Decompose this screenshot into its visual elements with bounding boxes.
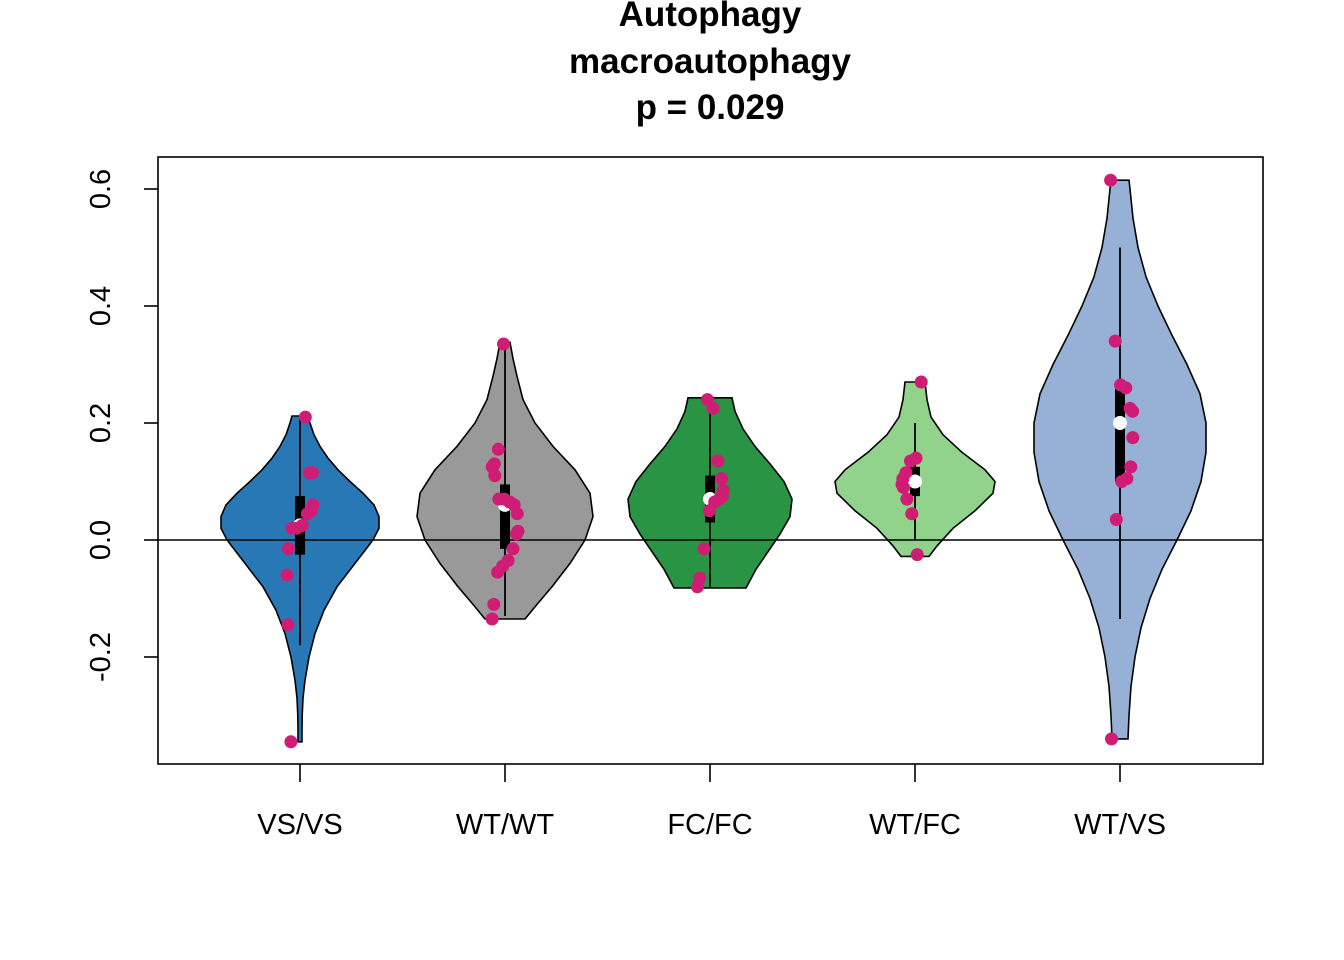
data-point [510,527,523,541]
data-point [910,548,924,562]
data-point [715,472,728,486]
data-point [506,542,520,556]
data-point [914,375,928,389]
data-point [1108,334,1122,348]
data-point [298,410,312,424]
x-tick-label: WT/WT [456,809,555,841]
median-marker [1113,416,1127,430]
data-point [690,580,704,594]
data-point [305,466,319,480]
data-point [1126,431,1140,445]
data-point [1119,381,1133,395]
data-point [285,521,299,535]
data-point [487,597,501,611]
x-tick-label: VS/VS [257,809,342,841]
data-point [282,542,295,556]
data-point [491,565,505,579]
iqr-box [500,484,510,549]
chart-subtitle-line: macroautophagy [569,42,852,81]
data-point [280,568,294,582]
chart-title: Autophagy macroautophagy p = 0.029 [569,0,852,127]
data-point [706,401,720,415]
data-point [904,454,917,468]
y-tick-label: 0.4 [85,286,117,326]
iqr-box [1115,384,1125,482]
data-point [1104,173,1118,187]
data-point [510,507,524,521]
data-point [281,618,295,632]
y-tick-label: -0.2 [85,632,117,682]
data-point [1115,475,1129,488]
x-tick-label: WT/VS [1074,809,1166,841]
axes-layer: -0.2 0.0 0.2 0.4 0.6 VS/VS WT/WT FC/FC WT/FC WT/V… [85,156,1264,841]
data-point [1105,732,1118,746]
chart-title-line: Autophagy [619,0,802,34]
data-point [711,454,725,468]
data-point [905,507,919,521]
data-point [491,442,505,456]
data-point [300,507,314,521]
y-tick-label: 0.2 [85,403,117,443]
data-point [1124,460,1138,474]
points-layer [280,173,1140,749]
data-point [485,612,499,626]
data-point [1109,513,1123,526]
y-tick-label: 0.6 [85,169,117,209]
data-point [900,492,914,506]
y-tick-label: 0.0 [85,520,117,560]
data-point [497,337,510,351]
data-point [1126,404,1140,418]
chart-pvalue-line: p = 0.029 [636,88,785,127]
data-point [488,469,502,483]
data-point [896,480,910,494]
box-layer [293,247,1127,646]
x-tick-label: FC/FC [667,809,752,841]
median-marker [908,474,922,489]
x-tick-label: WT/FC [869,809,961,841]
data-point [697,542,711,556]
data-point [284,735,298,749]
data-point [702,504,716,518]
